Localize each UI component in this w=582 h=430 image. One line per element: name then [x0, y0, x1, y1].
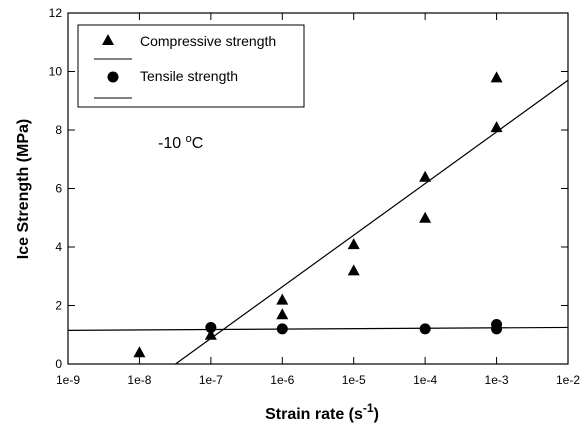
- y-tick-label: 8: [55, 123, 62, 137]
- annotation-text: -10: [158, 135, 186, 152]
- y-axis-title: Ice Strength (MPa): [15, 119, 32, 259]
- x-tick-label: 1e-7: [199, 373, 223, 387]
- tensile-point: [205, 321, 217, 333]
- x-axis-title-exponent: -1: [363, 401, 374, 415]
- temperature-annotation: -10 oC: [158, 133, 203, 152]
- legend-label-compressive: Compressive strength: [140, 33, 276, 49]
- fit-line-compressive: [175, 79, 569, 365]
- x-axis-title-text: Strain rate (s: [265, 406, 363, 423]
- fit-line-tensile: [67, 326, 569, 331]
- legend: Compressive strength Tensile strength: [77, 24, 305, 108]
- compressive-point: [276, 293, 289, 305]
- compressive-point: [419, 170, 432, 182]
- data-points: [133, 71, 503, 358]
- legend-circle-marker: [107, 71, 119, 83]
- y-tick-label: 0: [55, 357, 62, 371]
- x-tick-label: 1e-2: [556, 373, 580, 387]
- legend-box: [77, 24, 305, 108]
- legend-label-tensile: Tensile strength: [140, 68, 238, 84]
- compressive-point: [204, 328, 217, 340]
- compressive-point: [347, 238, 360, 250]
- x-tick-label: 1e-5: [342, 373, 366, 387]
- x-tick-label: 1e-3: [485, 373, 509, 387]
- x-tick-label: 1e-9: [56, 373, 80, 387]
- x-tick-label: 1e-4: [413, 373, 437, 387]
- compressive-point: [419, 211, 432, 223]
- legend-triangle-marker: [102, 34, 114, 45]
- x-axis-title-close: ): [374, 406, 379, 423]
- y-tick-label: 2: [55, 299, 62, 313]
- y-tick-label: 10: [49, 65, 63, 79]
- x-tick-label: 1e-6: [270, 373, 294, 387]
- annotation-unit: C: [192, 135, 204, 152]
- compressive-point: [490, 121, 503, 133]
- tensile-point: [276, 323, 288, 335]
- compressive-point: [276, 308, 289, 320]
- compressive-point: [490, 71, 503, 83]
- compressive-point: [133, 346, 146, 358]
- tensile-point: [419, 323, 431, 335]
- y-tick-label: 12: [49, 6, 63, 20]
- fit-lines: [67, 79, 569, 365]
- annotation-degree: o: [186, 133, 192, 145]
- axis-ticks: 1e-9 1e-8 1e-7 1e-6 1e-5 1e-4 1e-3 1e-2 0 2 4 6 8 10 1…: [49, 6, 581, 387]
- y-tick-label: 6: [55, 182, 62, 196]
- x-tick-label: 1e-8: [127, 373, 151, 387]
- y-tick-label: 4: [55, 240, 62, 254]
- tensile-point: [491, 323, 503, 335]
- x-axis-title: Strain rate (s-1): [265, 401, 379, 423]
- compressive-point: [347, 264, 360, 276]
